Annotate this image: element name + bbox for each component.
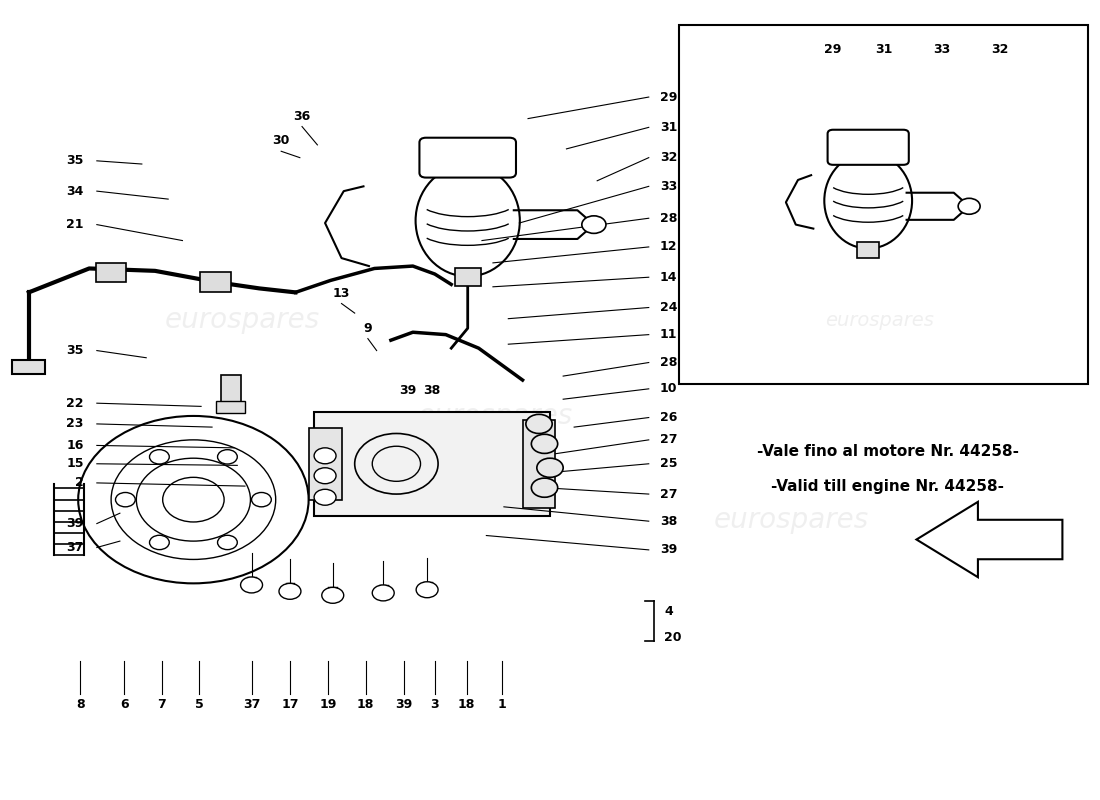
Circle shape [582,216,606,234]
Text: 9: 9 [363,322,372,334]
Text: 27: 27 [660,434,678,446]
Bar [315,412,550,515]
Text: 35: 35 [66,154,84,167]
Text: 33: 33 [660,180,676,193]
Text: 30: 30 [273,134,290,147]
Circle shape [279,583,301,599]
Text: 39: 39 [66,517,84,530]
Circle shape [116,493,135,507]
Text: 5: 5 [195,698,204,711]
Circle shape [150,450,169,464]
Text: 25: 25 [660,458,678,470]
Circle shape [416,582,438,598]
Circle shape [372,585,394,601]
Text: 39: 39 [398,384,416,397]
Text: 23: 23 [66,418,84,430]
Circle shape [315,490,336,506]
Text: 32: 32 [991,42,1009,56]
Text: 2: 2 [75,477,84,490]
Text: 38: 38 [422,384,440,397]
Circle shape [150,535,169,550]
Circle shape [537,458,563,478]
Text: -Vale fino al motore Nr. 44258-: -Vale fino al motore Nr. 44258- [757,444,1019,459]
Circle shape [958,198,980,214]
Bar [857,242,879,258]
Text: 13: 13 [333,286,350,300]
Circle shape [218,535,238,550]
Text: 20: 20 [664,631,682,644]
Text: 1: 1 [497,698,506,711]
Text: 12: 12 [660,241,678,254]
Text: 10: 10 [660,382,678,395]
Text: 22: 22 [66,397,84,410]
FancyBboxPatch shape [419,138,516,178]
Text: -Valid till engine Nr. 44258-: -Valid till engine Nr. 44258- [771,479,1004,494]
Bar [680,26,1088,384]
Text: 19: 19 [320,698,337,711]
Text: 37: 37 [243,698,261,711]
Text: 28: 28 [660,356,678,369]
Text: 24: 24 [660,301,678,314]
Circle shape [315,468,336,484]
Bar [200,273,231,291]
Text: eurospares: eurospares [165,306,320,334]
Text: 26: 26 [660,411,678,424]
Circle shape [322,587,343,603]
Text: 3: 3 [430,698,439,711]
Circle shape [531,478,558,498]
Text: 21: 21 [66,218,84,231]
Text: 32: 32 [660,151,678,164]
Text: 39: 39 [395,698,412,711]
Text: 18: 18 [458,698,475,711]
Text: 35: 35 [66,344,84,357]
Text: 34: 34 [66,185,84,198]
Text: eurospares: eurospares [418,402,573,430]
Circle shape [252,493,272,507]
Text: 36: 36 [294,110,310,122]
Bar [221,375,241,403]
Text: 17: 17 [282,698,299,711]
Text: eurospares: eurospares [714,506,869,534]
Bar [96,263,126,282]
Text: 6: 6 [120,698,129,711]
Text: 33: 33 [933,42,950,56]
Text: 28: 28 [660,212,678,225]
Text: 31: 31 [660,121,678,134]
FancyBboxPatch shape [827,130,909,165]
Text: 29: 29 [660,90,678,103]
Bar [217,401,245,413]
Bar [309,428,341,500]
Circle shape [531,434,558,454]
FancyArrow shape [916,502,1063,577]
Text: eurospares: eurospares [825,310,934,330]
Text: 29: 29 [824,42,842,56]
Circle shape [218,450,238,464]
Text: 16: 16 [66,439,84,452]
Text: 39: 39 [660,543,676,556]
Text: 11: 11 [660,328,678,341]
Bar [454,269,481,286]
Text: 4: 4 [664,605,673,618]
Text: 8: 8 [76,698,85,711]
Text: 38: 38 [660,514,676,528]
Text: 15: 15 [66,458,84,470]
Text: 31: 31 [874,42,892,56]
Circle shape [315,448,336,464]
Bar [12,360,45,374]
Text: 37: 37 [66,541,84,554]
Text: 27: 27 [660,487,678,501]
Bar [522,420,556,508]
Circle shape [241,577,263,593]
Text: 14: 14 [660,270,678,284]
Text: 7: 7 [157,698,166,711]
Text: 18: 18 [358,698,374,711]
Circle shape [526,414,552,434]
